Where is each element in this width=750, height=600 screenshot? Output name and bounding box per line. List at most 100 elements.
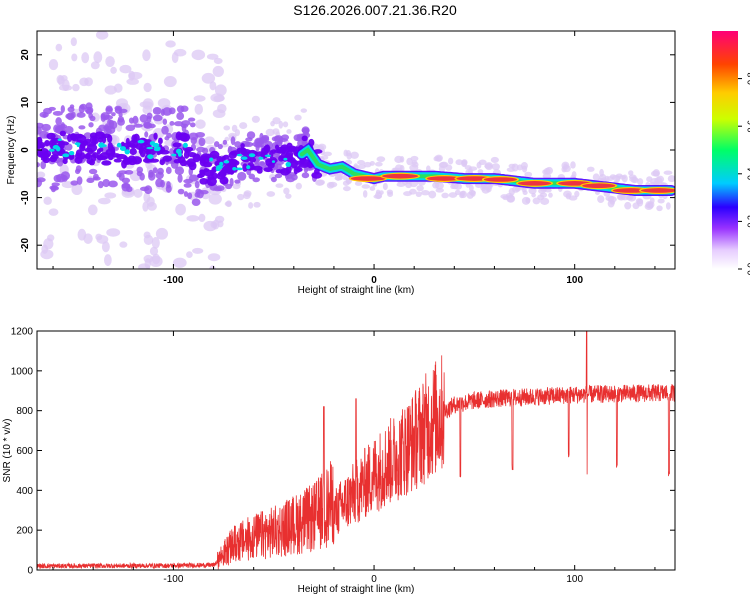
spectrogram-blob-strong: [243, 150, 248, 158]
spectrogram-blob-faint: [43, 238, 54, 250]
spectrogram-blob-faint: [285, 193, 292, 199]
spectrogram-blob-mid: [48, 106, 56, 111]
spectrogram-blob-mid: [88, 113, 94, 119]
spectrogram-blob-mid: [78, 104, 85, 114]
spectrogram-blob-mid: [67, 106, 75, 113]
y-tick-label: 0: [27, 566, 33, 577]
spectrogram-blob-strong: [70, 133, 77, 139]
spectrogram-blob-faint: [464, 165, 472, 170]
snr-series-line: [37, 331, 675, 570]
spectrogram-blob-faint: [491, 163, 500, 171]
spectrogram-blob-strong: [275, 169, 283, 174]
spectrogram-blob-faint: [213, 95, 225, 102]
spectrogram-blob-strong: [269, 149, 274, 159]
spectrogram-blob-faint: [71, 183, 83, 196]
spectrogram-blob-faint: [40, 249, 54, 260]
spectrogram-blob-strong: [175, 131, 183, 141]
spectrogram-blob-mid: [52, 110, 63, 116]
spectrogram-blob-faint: [201, 72, 216, 84]
spectrogram-blob-faint: [357, 160, 365, 165]
spectrogram-blob-faint: [637, 178, 644, 186]
spectrogram-blob-mid: [88, 168, 98, 175]
spectrogram-blob-faint: [194, 103, 203, 115]
spectrogram-blob-strong: [79, 143, 86, 152]
spectrogram-blob-mid: [97, 180, 104, 189]
spectrogram-blob-faint: [484, 162, 494, 171]
spectrogram-blob-faint: [143, 82, 152, 93]
spectrogram-blob-faint: [87, 204, 98, 216]
spectrogram-blob-faint: [631, 176, 637, 184]
spectrogram-blob-faint: [208, 193, 222, 205]
spectrogram-blob-mid: [160, 179, 165, 188]
spectrogram-blob-faint: [172, 257, 187, 268]
spectrogram-blob-faint: [508, 187, 515, 196]
spectrogram-blob-mid: [173, 121, 184, 127]
spectrogram-blob-mid: [245, 137, 253, 142]
spectrogram-blob-faint: [654, 176, 663, 185]
spectrogram-blob-mid: [53, 174, 62, 183]
spectrogram-blob-mid: [225, 183, 233, 190]
spectrogram-blob-mid: [60, 105, 65, 113]
y-tick-label: 10: [20, 96, 31, 108]
spectrogram-blob-cyan: [215, 166, 221, 172]
spectrogram-blob-faint: [447, 157, 454, 165]
spectrogram-blob-strong: [42, 157, 50, 164]
y-tick-label: 1200: [11, 327, 34, 338]
spectrogram-blob-mid: [189, 122, 196, 128]
spectrogram-blob-strong: [98, 147, 104, 152]
x-tick-label: -100: [163, 275, 183, 286]
spectrogram-blob-faint: [586, 166, 595, 172]
spectrogram-blob-strong: [298, 163, 309, 168]
spectrogram-blob-strong: [162, 155, 172, 162]
spectrogram-blob-faint: [207, 253, 221, 262]
spectrogram-blob-faint: [282, 121, 289, 128]
spectrogram-blob-mid: [165, 184, 172, 193]
spectrogram-blob-faint: [43, 196, 52, 205]
spectrogram-blob-mid: [237, 171, 247, 181]
spectrogram-blob-strong: [274, 148, 283, 154]
x-tick-label: 0: [371, 275, 377, 286]
spectrogram-blob-mid: [70, 180, 79, 186]
y-tick-label: 600: [16, 446, 33, 457]
spectrogram-blob-cyan: [62, 153, 70, 158]
spectrogram-blob-mid: [222, 139, 228, 145]
spectrogram-blob-strong: [113, 158, 122, 163]
spectrogram-blob-faint: [470, 190, 476, 197]
spectrogram-blob-mid: [301, 172, 310, 179]
spectrogram-blob-mid: [75, 165, 82, 173]
spectrogram-blob-mid: [111, 112, 116, 117]
spectrogram-blob-faint: [405, 182, 413, 189]
spectrogram-blob-mid: [117, 118, 125, 126]
spectrogram-blob-faint: [209, 81, 217, 91]
y-tick-label: -10: [20, 190, 31, 205]
spectrogram-blob-faint: [165, 40, 176, 48]
spectrogram-blob-faint: [104, 192, 117, 199]
snr-plot: [37, 331, 675, 570]
spectrogram-blob-faint: [435, 181, 444, 190]
spectrogram-blob-faint: [433, 156, 439, 162]
spectrogram-blob-mid: [105, 105, 113, 115]
spectrogram-blob-strong: [199, 177, 208, 185]
y-tick-label: 800: [16, 406, 33, 417]
spectrogram-blob-faint: [119, 64, 132, 74]
spectrogram-blob-mid: [76, 176, 83, 185]
spectrogram-blob-faint: [272, 117, 281, 125]
spectrogram-blob-faint: [300, 108, 308, 113]
spectrogram-blob-mid: [51, 182, 60, 187]
spectrogram-blob-faint: [399, 155, 405, 163]
spectrogram-blob-mid: [93, 173, 99, 181]
spectrogram-blob-faint: [93, 51, 103, 64]
spectrogram-blob-faint: [142, 49, 151, 62]
spectrogram-blob-strong: [88, 159, 95, 166]
spectrogram-blob-mid: [195, 131, 206, 138]
spectrogram-blob-mid: [202, 147, 209, 155]
spectrogram-blob-mid: [37, 162, 40, 168]
spectrogram-blob-strong: [74, 156, 83, 165]
colorbar-tick-label: 0.0: [746, 263, 750, 276]
spectrogram-blob-faint: [627, 194, 637, 202]
spectrogram-blob-faint: [369, 186, 376, 191]
spectrogram-blob-faint: [403, 191, 413, 197]
spectrogram-blob-strong: [219, 176, 229, 185]
spectrogram-blob-strong: [240, 143, 245, 149]
spectrogram-blob-faint: [342, 180, 350, 186]
